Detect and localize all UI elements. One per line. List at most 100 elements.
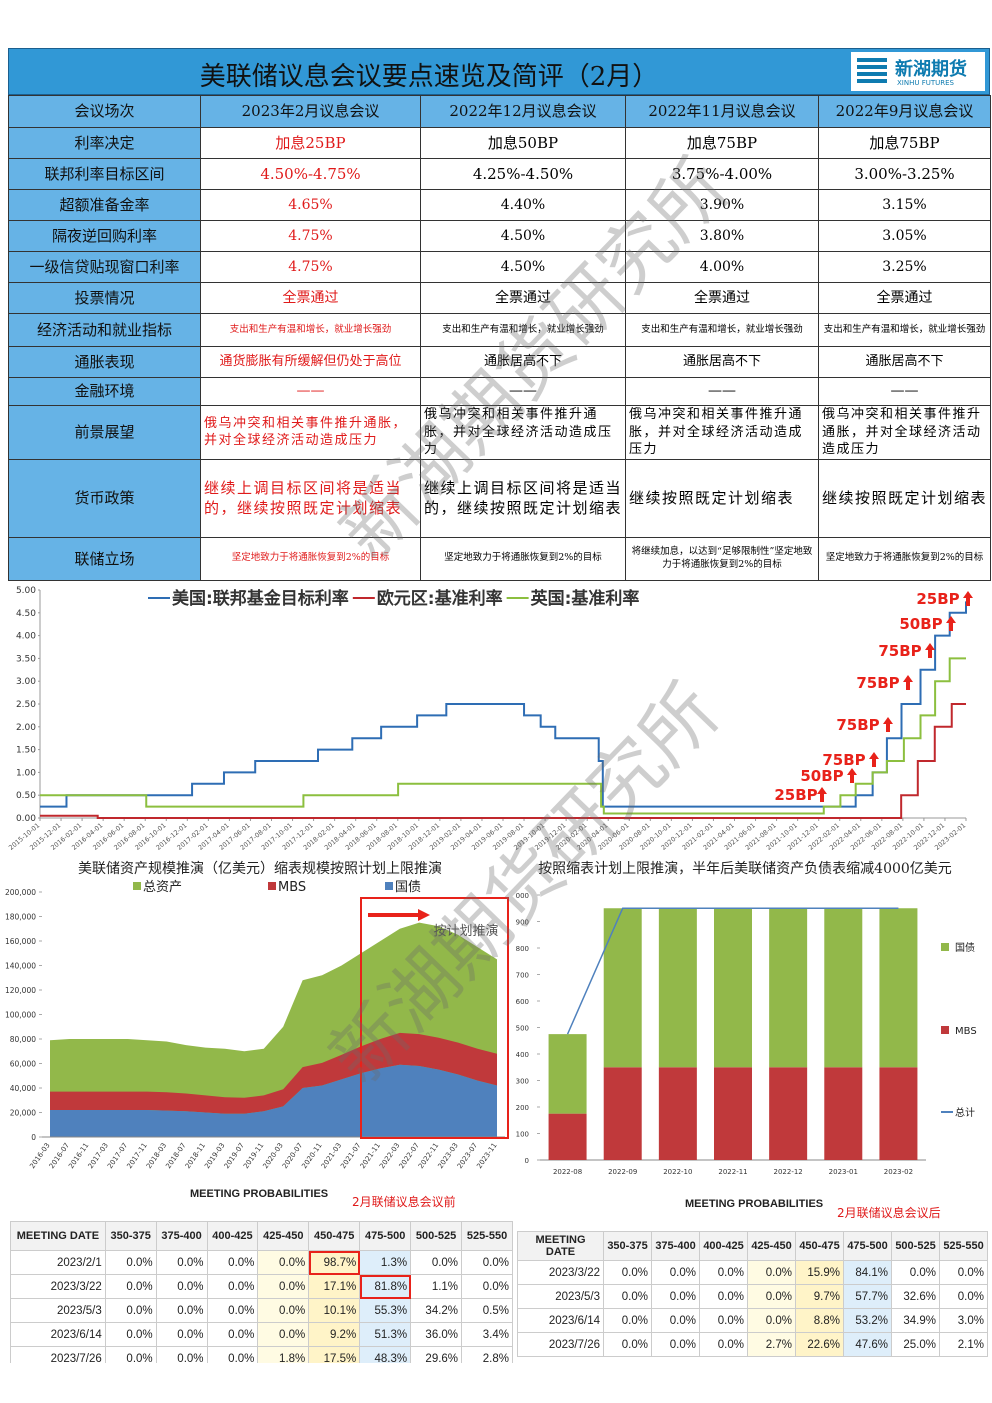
table-cell: 4.00% <box>625 251 819 283</box>
probability-table: MEETING PROBABILITIES 2月联储议息会议后 MEETING DA… <box>517 1183 990 1363</box>
annotation-arrow <box>883 717 893 732</box>
probability-cell: 10.1% <box>308 1298 361 1323</box>
row-label: 联邦利率目标区间 <box>8 158 201 190</box>
probability-cell: 0.0% <box>699 1308 748 1333</box>
probability-cell: 0.0% <box>651 1284 700 1309</box>
table-cell: 4.50% <box>420 251 626 283</box>
table-row: 一级信贷贴现窗口利率 4.75% 4.50% 4.00% 3.25% <box>8 251 991 283</box>
rate-line <box>40 601 967 808</box>
table-row: 前景展望 俄乌冲突和相关事件推升通胀，并对全球经济活动造成压力 俄乌冲突和相关事件推… <box>8 405 991 460</box>
y-tick-label: 0 <box>525 1157 529 1165</box>
probability-cell: 1.1% <box>410 1274 463 1299</box>
x-tick-label: 2022-11 <box>718 1168 747 1176</box>
probability-cell: 25.0% <box>891 1332 940 1357</box>
probability-cell: 57.7% <box>843 1284 892 1309</box>
probability-cell: 0.0% <box>206 1322 259 1347</box>
legend-label: 英国:基准利率 <box>531 588 640 609</box>
table-cell: 继续上调目标区间将是适当的，继续按照既定计划缩表 <box>420 458 626 538</box>
table-row: 经济活动和就业指标 支出和生产有温和增长，就业增长强劲 支出和生产有温和增长，就业增… <box>8 313 991 347</box>
probability-cell: 0.0% <box>699 1260 748 1285</box>
probability-cell: 29.6% <box>410 1346 463 1363</box>
y-tick-label: 1.00 <box>16 768 36 778</box>
meeting-date: 2023/7/26 <box>517 1332 604 1357</box>
probability-cell: 0.0% <box>939 1260 988 1285</box>
table-cell: 支出和生产有温和增长，就业增长强劲 <box>625 313 819 347</box>
rate-chart: 0.00 0.50 1.00 1.50 2.00 2.50 3.00 3.50 4.00 4.50… <box>8 586 973 852</box>
table-cell: 全票通过 <box>200 282 421 314</box>
table-cell: 加息75BP <box>818 127 991 159</box>
probability-cell: 0.0% <box>603 1308 652 1333</box>
table-row: 2023/6/14 0.0% 0.0% 0.0% 0.0% 8.8% 53.2% 34.9% 3… <box>517 1308 988 1333</box>
legend-label: 国债 <box>395 880 421 895</box>
annotation-arrow <box>925 643 935 658</box>
table-cell: 4.40% <box>420 189 626 221</box>
logo: 新湖期货 XINHU FUTURES <box>851 52 985 91</box>
y-tick-label: 160,000 <box>5 937 36 946</box>
probability-cell: 0.0% <box>206 1346 259 1363</box>
table-row: 会议场次 2023年2月议息会议 2022年12月议息会议 2022年11月议息会议 2… <box>8 95 991 128</box>
table-cell: 坚定地致力于将通胀恢复到2%的目标 <box>200 536 421 581</box>
column-header: 500-525 <box>410 1221 463 1251</box>
table-cell: 4.75% <box>200 220 421 252</box>
probability-cell: 0.0% <box>410 1250 463 1275</box>
table-row: 联邦利率目标区间 4.50%-4.75% 4.25%-4.50% 3.75%-4.00… <box>8 158 991 190</box>
table-cell: 4.25%-4.50% <box>420 158 626 190</box>
probability-cell: 53.2% <box>843 1308 892 1333</box>
table-row: 2023/6/14 0.0% 0.0% 0.0% 0.0% 9.2% 51.3% 36.0% 3… <box>10 1322 513 1347</box>
annotation-arrow <box>817 787 827 802</box>
column-header: 2022年9月议息会议 <box>818 95 991 128</box>
probability-cell: 47.6% <box>843 1332 892 1357</box>
probability-cell: 0.0% <box>257 1322 310 1347</box>
probability-cell: 17.1% <box>308 1274 361 1299</box>
probability-cell: 0.0% <box>603 1260 652 1285</box>
y-tick-label: 2.50 <box>16 700 36 710</box>
probability-cell: 84.1% <box>843 1260 892 1285</box>
table-row: 2023/7/26 0.0% 0.0% 0.0% 2.7% 22.6% 47.6% 25.0%… <box>517 1332 988 1357</box>
probability-cell: 34.9% <box>891 1308 940 1333</box>
table-row: 联储立场 坚定地致力于将通胀恢复到2%的目标 坚定地致力于将通胀恢复到2%的目标 将继… <box>8 536 991 581</box>
bar <box>714 908 752 1068</box>
x-tick-label: 2022-10 <box>663 1168 692 1176</box>
probability-cell: 0.0% <box>155 1250 208 1275</box>
column-header: 475-500 <box>359 1221 412 1251</box>
probability-cell: 0.0% <box>155 1274 208 1299</box>
probability-grid: MEETING DATE 350-375 375-400 400-425 425-450… <box>10 1221 513 1363</box>
x-tick-label: 2023-02 <box>884 1168 913 1176</box>
column-header: 525-550 <box>461 1221 513 1251</box>
x-tick-label: 2023-11 <box>475 1142 498 1171</box>
y-tick-label: 900 <box>516 919 529 927</box>
probability-cell: 1.3% <box>359 1250 412 1275</box>
column-header: MEETING DATE <box>10 1221 106 1251</box>
annotation: 按计划推演 <box>433 923 498 939</box>
table-cell: —— <box>200 377 421 406</box>
header: 美联储议息会议要点速览及简评（2月） 新湖期货 XINHU FUTURES <box>8 48 990 95</box>
meeting-date: 2023/5/3 <box>517 1284 604 1309</box>
meeting-date: 2023/3/22 <box>10 1274 106 1299</box>
legend-label: 总资产 <box>143 880 182 895</box>
fomc-table: 会议场次 2023年2月议息会议 2022年12月议息会议 2022年11月议息会议 2… <box>8 95 991 581</box>
mbs-area <box>50 1032 497 1114</box>
probability-cell: 1.8% <box>257 1346 310 1363</box>
table-cell: 俄乌冲突和相关事件推升通胀，并对全球经济活动造成压力 <box>200 405 421 460</box>
legend-label: 欧元区:基准利率 <box>377 588 503 609</box>
column-header: 375-400 <box>155 1221 208 1251</box>
probability-cell: 0.0% <box>104 1250 157 1275</box>
table-row: 金融环境 —— —— —— —— <box>8 377 991 406</box>
row-label: 联储立场 <box>8 536 201 581</box>
bar <box>714 1067 752 1160</box>
table-cell: 3.00%-3.25% <box>818 158 991 190</box>
legend-swatch <box>268 882 276 890</box>
probability-cell: 0.5% <box>461 1298 513 1323</box>
table-cell: —— <box>420 377 626 406</box>
y-tick-label: 100,000 <box>5 1011 36 1020</box>
probability-cell: 9.2% <box>308 1322 361 1347</box>
row-label: 通胀表现 <box>8 346 201 378</box>
table-note: 2月联储议息会议后 <box>837 1206 941 1220</box>
probability-cell: 0.0% <box>699 1332 748 1357</box>
y-tick-label: 0 <box>31 1133 36 1142</box>
row-label: 利率决定 <box>8 127 201 159</box>
table-row: 利率决定 加息25BP 加息50BP 加息75BP 加息75BP <box>8 127 991 159</box>
bar <box>879 908 918 1068</box>
table-row: 2023/5/3 0.0% 0.0% 0.0% 0.0% 9.7% 57.7% 32.6% 0.… <box>517 1284 988 1309</box>
